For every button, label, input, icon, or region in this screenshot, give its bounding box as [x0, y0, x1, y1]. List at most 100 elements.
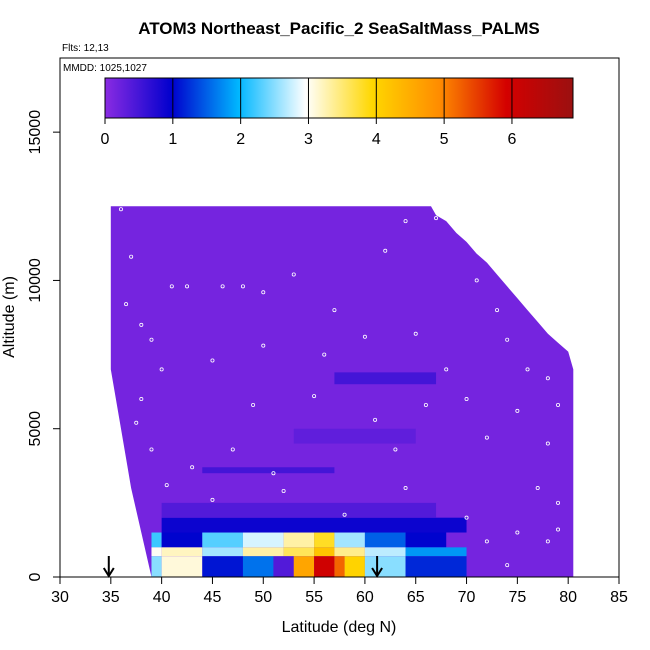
- curtain-cell: [242, 547, 284, 557]
- sample-point: [505, 563, 510, 568]
- sample-point: [423, 402, 428, 407]
- sample-point: [362, 334, 367, 339]
- curtain-cell: [405, 556, 467, 577]
- sample-point: [474, 278, 479, 283]
- curtain-cell: [314, 556, 335, 577]
- dates-annotation: MMDD: 1025,1027: [63, 63, 147, 74]
- x-tick-label: 45: [204, 589, 222, 606]
- arrow-head: [102, 567, 115, 578]
- curtain: [110, 206, 574, 577]
- curtain-cell: [364, 532, 406, 548]
- sample-point: [251, 402, 256, 407]
- arrow-head: [371, 567, 383, 578]
- x-tick-label: 30: [51, 589, 69, 606]
- sample-point: [535, 486, 540, 491]
- sample-point: [545, 376, 550, 381]
- y-axis: 0 5000 10000 15000: [27, 58, 61, 581]
- sample-point: [464, 397, 469, 402]
- x-tick-label: 70: [458, 589, 476, 606]
- curtain-cell: [161, 532, 203, 548]
- curtain-cell: [161, 502, 437, 518]
- sample-point: [220, 284, 225, 289]
- sample-point: [164, 483, 169, 488]
- sample-point: [261, 343, 266, 348]
- colorbar-tick-label: 5: [440, 131, 449, 148]
- sample-point: [332, 308, 337, 313]
- sample-point: [281, 488, 286, 493]
- curtain-cell: [293, 556, 315, 577]
- curtain-cell: [314, 547, 335, 557]
- sample-point: [393, 447, 398, 452]
- colorbar-tick-label: 4: [372, 131, 381, 148]
- colorbar-tick-label: 0: [101, 131, 110, 148]
- x-axis: 30 35 40 45 50 55 60 65 70 75 80 85: [51, 576, 628, 606]
- sample-point: [403, 486, 408, 491]
- curtain-cell: [202, 467, 335, 474]
- sample-point: [190, 465, 195, 470]
- y-axis-label: Altitude (m): [1, 276, 18, 358]
- curtain-cell: [242, 532, 284, 548]
- x-tick-label: 60: [356, 589, 374, 606]
- x-tick-label: 85: [610, 589, 628, 606]
- sample-point: [185, 284, 190, 289]
- sample-point: [556, 500, 561, 505]
- sample-point: [545, 539, 550, 544]
- sample-point: [525, 367, 530, 372]
- sample-point: [159, 367, 164, 372]
- curtain-cell: [242, 556, 274, 577]
- colorbar-tick-label: 2: [236, 131, 245, 148]
- sample-point: [322, 352, 327, 357]
- sample-point: [556, 402, 561, 407]
- curtain-cell: [273, 556, 294, 577]
- sample-point: [444, 367, 449, 372]
- sample-point: [261, 290, 266, 295]
- sample-point: [505, 337, 510, 342]
- x-tick-label: 65: [407, 589, 425, 606]
- sample-point: [291, 272, 296, 277]
- sample-point: [556, 527, 561, 532]
- curtain-cell: [161, 517, 467, 533]
- chart-title: ATOM3 Northeast_Pacific_2 SeaSaltMass_PA…: [138, 19, 540, 38]
- sample-point: [403, 219, 408, 224]
- colorbar-tick-label: 1: [168, 131, 177, 148]
- sample-point: [230, 447, 235, 452]
- sample-point: [129, 254, 134, 259]
- sample-point: [210, 358, 215, 363]
- x-tick-label: 50: [254, 589, 272, 606]
- curtain-cell: [202, 547, 243, 557]
- sample-point: [271, 471, 276, 476]
- sample-point: [515, 408, 520, 413]
- latitude-arrows: [102, 556, 383, 578]
- sample-point: [383, 248, 388, 253]
- sample-point: [434, 216, 439, 221]
- colorbar: 0 1 2 3 4 5 6: [101, 77, 574, 148]
- sample-point: [545, 441, 550, 446]
- sample-point: [118, 207, 123, 212]
- x-tick-label: 75: [508, 589, 526, 606]
- sample-point: [139, 397, 144, 402]
- sample-point: [149, 337, 154, 342]
- curtain-cell: [283, 532, 315, 548]
- curtain-cell: [334, 372, 437, 385]
- curtain-cell: [364, 556, 406, 577]
- curtain-cell: [161, 547, 203, 557]
- sample-point: [240, 284, 245, 289]
- colorbar-tick-label: 6: [508, 131, 517, 148]
- y-tick-label: 5000: [27, 411, 44, 447]
- y-tick-label: 10000: [27, 258, 44, 303]
- sample-point: [312, 394, 317, 399]
- curtain-cell: [161, 556, 203, 577]
- sample-point: [139, 322, 144, 327]
- sample-points: [118, 207, 561, 568]
- curtain-cell: [334, 556, 345, 577]
- colorbar-gradient: [104, 77, 574, 119]
- curtain-cell: [334, 547, 365, 557]
- curtain-cell: [151, 556, 162, 577]
- sample-point: [484, 539, 489, 544]
- curtain-cell: [344, 556, 365, 577]
- sample-point: [210, 497, 215, 502]
- sample-point: [484, 435, 489, 440]
- curtain-cell: [364, 547, 406, 557]
- curtain-cell: [151, 532, 162, 548]
